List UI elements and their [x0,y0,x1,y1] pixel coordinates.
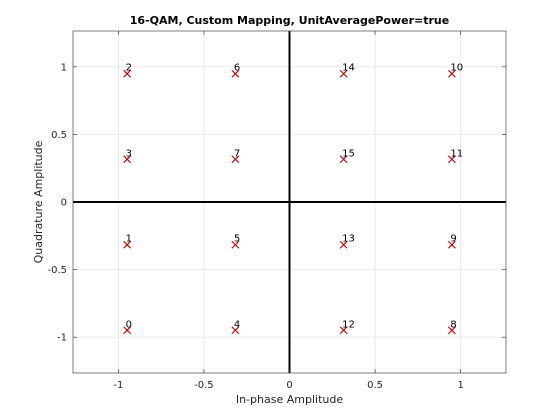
data-point-marker [339,155,348,164]
ticks: -1 -0.5 0 0.5 1 -1 -0.5 0 0.5 1 [47,31,506,391]
data-point-marker [447,326,456,335]
data-point-marker [447,155,456,164]
data-point-marker [231,155,240,164]
marker-stroke [123,240,132,249]
data-point-marker [339,240,348,249]
marker-stroke [447,240,456,249]
data-point-marker [123,69,132,78]
point-label: 14 [342,63,355,74]
point-label: 11 [450,148,463,159]
marker-stroke [231,69,240,78]
point-label: 9 [450,234,456,245]
x-tick-label: 1 [457,380,463,391]
point-label: 3 [126,148,132,159]
x-tick-label: 0 [286,380,292,391]
y-tick-label: 1 [61,62,67,73]
data-point-marker [123,326,132,335]
data-point-marker [339,326,348,335]
point-label: 7 [234,148,240,159]
marker-stroke [447,326,456,335]
marker-stroke [231,155,240,164]
marker-stroke [123,326,132,335]
data-point-marker [231,326,240,335]
y-tick-label: -1 [57,333,67,344]
marker-stroke [339,155,348,164]
x-tick-label: -1 [113,380,123,391]
point-label: 8 [450,319,456,330]
data-point-marker [123,240,132,249]
marker-stroke [339,326,348,335]
axes-lines [73,31,506,373]
x-tick-label: 0.5 [367,380,383,391]
data-point-marker [447,240,456,249]
point-label: 4 [234,319,240,330]
data-point-marker [231,240,240,249]
data-point-marker [231,69,240,78]
y-tick-label: 0.5 [51,130,67,141]
y-tick-label: -0.5 [47,265,67,276]
data-point-marker [123,155,132,164]
x-axis-label: In-phase Amplitude [236,393,343,406]
x-tick-label: -0.5 [194,380,214,391]
point-label: 5 [234,234,240,245]
data-point-marker [447,69,456,78]
point-label: 10 [450,63,463,74]
point-label: 2 [126,63,132,74]
marker-stroke [231,240,240,249]
marker-stroke [339,240,348,249]
chart-title: 16-QAM, Custom Mapping, UnitAveragePower… [130,14,449,27]
point-label: 6 [234,63,240,74]
marker-stroke [447,155,456,164]
marker-stroke [447,69,456,78]
marker-stroke [339,69,348,78]
marker-stroke [123,69,132,78]
y-tick-label: 0 [61,198,67,209]
marker-stroke [123,155,132,164]
point-label: 13 [342,234,355,245]
marker-stroke [231,326,240,335]
y-axis-label: Quadrature Amplitude [32,140,45,263]
point-label: 12 [342,319,355,330]
point-label: 0 [126,319,132,330]
point-label: 1 [126,234,132,245]
point-label: 15 [342,148,355,159]
data-point-marker [339,69,348,78]
